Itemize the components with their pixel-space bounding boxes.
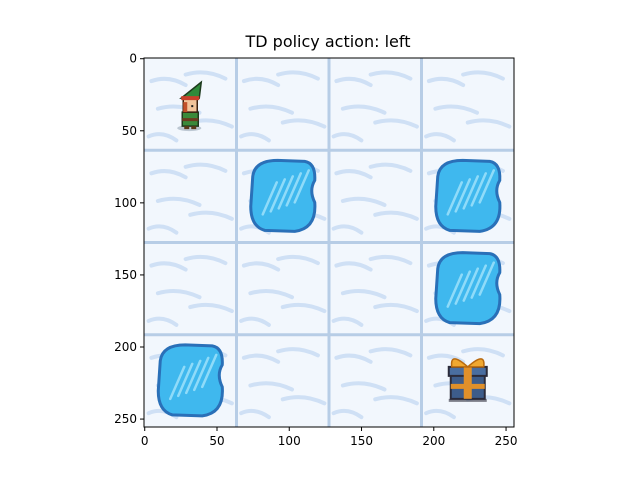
x-tick-label: 150 — [350, 434, 373, 448]
tile-frozen-2-2 — [329, 242, 422, 335]
x-tick-label: 100 — [278, 434, 301, 448]
gift-icon — [447, 358, 488, 402]
x-tick-label: 200 — [422, 434, 445, 448]
tile-frozen-1-2 — [329, 150, 422, 243]
tile-frozen-0-2 — [329, 58, 422, 151]
y-tick-label: 50 — [122, 124, 137, 138]
y-tick-label: 0 — [129, 52, 137, 66]
tile-frozen-3-2 — [329, 334, 422, 427]
plot-title: TD policy action: left — [245, 32, 411, 51]
tile-frozen-2-1 — [236, 242, 329, 335]
ice-hole-icon — [434, 251, 502, 326]
tile-frozen-3-1 — [236, 334, 329, 427]
ice-hole-icon — [434, 158, 502, 233]
tile-frozen-0-1 — [236, 58, 329, 151]
tile-frozen-0-3 — [421, 58, 514, 151]
axes-frame — [143, 57, 515, 428]
x-tick-label: 50 — [209, 434, 224, 448]
x-tick-label: 0 — [141, 434, 149, 448]
y-tick-label: 250 — [114, 412, 137, 426]
tile-frozen-2-0 — [144, 242, 237, 335]
sprites-layer — [156, 80, 502, 418]
axis-ticks: 0 50 100 150 200 250 0 50 100 150 200 250 — [114, 52, 517, 448]
y-tick-label: 200 — [114, 340, 137, 354]
tile-frozen-1-0 — [144, 150, 237, 243]
x-tick-label: 250 — [495, 434, 518, 448]
grid-lines — [144, 58, 514, 427]
y-tick-label: 100 — [114, 196, 137, 210]
ice-hole-icon — [156, 343, 224, 418]
ice-hole-icon — [249, 158, 317, 233]
elf-icon — [177, 80, 203, 132]
y-tick-label: 150 — [114, 268, 137, 282]
